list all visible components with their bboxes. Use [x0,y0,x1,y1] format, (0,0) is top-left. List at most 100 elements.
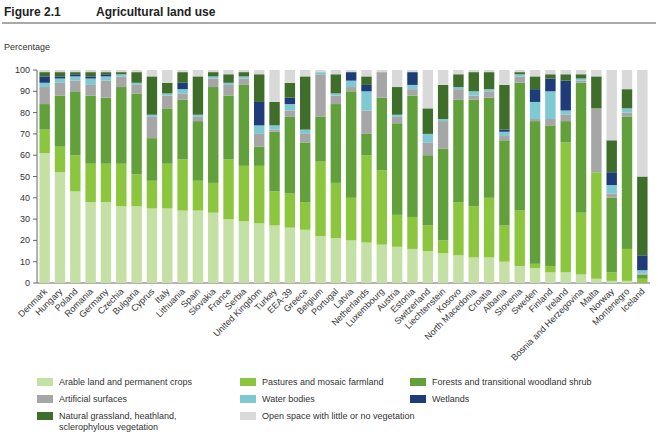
bar-segment [39,76,49,82]
bar-segment [101,72,111,74]
bar-segment [55,83,65,96]
bar-segment [545,74,555,78]
bar-segment [407,89,417,95]
bar-segment [239,76,249,78]
bar-segment [392,115,402,117]
bar-segment [177,70,187,72]
bar-segment [530,121,540,264]
bar-segment [315,74,325,117]
bar-segment [561,70,571,74]
bar-segment [70,91,80,155]
bar-segment [361,243,371,283]
bar-segment [576,79,586,81]
y-tick [33,112,37,113]
y-tick [33,261,37,262]
bar-segment [423,142,433,155]
bar-segment [269,130,279,132]
bar-segment [208,213,218,283]
y-tick-label: 30 [20,214,30,224]
bar-segment [622,89,632,108]
bar-segment [377,70,387,72]
bar-segment [377,72,387,98]
bar-segment [346,87,356,91]
bar-segment [39,87,49,104]
bar-segment [637,279,647,283]
bar-segment [545,70,555,74]
bar-segment [70,76,80,80]
y-tick [33,70,37,71]
bar-segment [254,134,264,147]
bar-segment [576,274,586,283]
bar-segment [131,85,141,94]
x-tick-label: Iceland [619,286,647,314]
bar-segment [131,206,141,283]
bar-segment [223,70,233,74]
bar-segment [208,87,218,183]
bar-segment [515,266,525,283]
bar-segment [55,79,65,83]
bar-segment [162,83,172,94]
y-tick-label: 10 [20,257,30,267]
bar-segment [453,255,463,283]
bar-segment [407,249,417,283]
bar-segment [269,102,279,125]
bar-segment [101,98,111,164]
bars [39,70,647,283]
bar-segment [208,183,218,213]
bar-segment [285,83,295,98]
bar-segment [484,257,494,283]
legend-label: Open space with little or no vegetation [262,411,415,421]
bar-segment [315,70,325,72]
bar-segment [392,123,402,215]
bar-segment [39,153,49,283]
bar-segment [39,130,49,153]
y-tick-label: 100 [15,65,30,75]
y-tick [33,240,37,241]
bar-segment [331,183,341,238]
bar-segment [346,70,356,72]
legend-label: Water bodies [262,394,315,404]
bar-segment [515,74,525,76]
bar-segment [361,70,371,76]
bar-segment [55,172,65,283]
bar-segment [254,223,264,283]
bar-segment [407,217,417,249]
bar-segment [116,70,126,72]
bar-segment [177,211,187,283]
legend-swatch [410,395,426,403]
bar-segment [515,70,525,72]
bar-segment [177,100,187,160]
bar-segment [193,70,203,76]
bar-segment [208,79,218,88]
bar-segment [561,110,571,114]
bar-segment [269,70,279,102]
bar-segment [39,104,49,130]
bar-segment [591,279,601,283]
title: Agricultural land use [96,5,216,19]
y-tick [33,155,37,156]
bar-segment [392,87,402,115]
bar-segment [116,206,126,283]
bar-segment [269,225,279,283]
bar-segment [438,85,448,119]
y-tick-label: 70 [20,129,30,139]
bar-segment [285,228,295,283]
legend-line: Pastures and mosaic farmland [262,377,384,387]
bar-segment [300,130,310,134]
bar-segment [423,251,433,283]
bar-segment [423,70,433,108]
bar-segment [331,104,341,183]
bar-segment [561,272,571,283]
bar-segment [177,72,187,83]
bar-segment [85,85,95,96]
bar-segment [637,177,647,256]
bar-segment [101,164,111,202]
bar-segment [622,249,632,281]
bar-segment [469,96,479,100]
y-tick-label: 80 [20,108,30,118]
bar-segment [300,142,310,202]
bar-segment [499,140,509,225]
x-tick-label: North Macedonia [423,286,479,342]
bar-segment [530,119,540,121]
x-tick-label: Cyprus [129,286,157,314]
